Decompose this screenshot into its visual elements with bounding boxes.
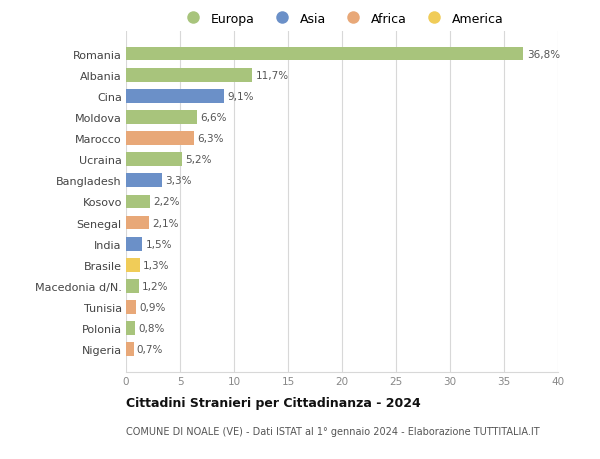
- Bar: [126, 301, 136, 314]
- Bar: [126, 237, 142, 251]
- Bar: [126, 195, 150, 209]
- Text: 1,2%: 1,2%: [142, 281, 169, 291]
- Text: 6,3%: 6,3%: [197, 134, 224, 144]
- Bar: [126, 69, 253, 82]
- Text: 1,5%: 1,5%: [145, 239, 172, 249]
- Bar: [126, 258, 140, 272]
- Text: 3,3%: 3,3%: [165, 176, 191, 186]
- Text: Cittadini Stranieri per Cittadinanza - 2024: Cittadini Stranieri per Cittadinanza - 2…: [126, 396, 421, 409]
- Bar: [126, 343, 134, 356]
- Bar: [126, 280, 139, 293]
- Text: 0,7%: 0,7%: [137, 345, 163, 354]
- Bar: [126, 174, 161, 188]
- Bar: [126, 111, 197, 124]
- Bar: [126, 216, 149, 230]
- Bar: [126, 90, 224, 103]
- Bar: [126, 132, 194, 146]
- Text: 2,1%: 2,1%: [152, 218, 178, 228]
- Text: 6,6%: 6,6%: [200, 112, 227, 123]
- Text: COMUNE DI NOALE (VE) - Dati ISTAT al 1° gennaio 2024 - Elaborazione TUTTITALIA.I: COMUNE DI NOALE (VE) - Dati ISTAT al 1° …: [126, 426, 539, 436]
- Text: 36,8%: 36,8%: [527, 50, 560, 59]
- Bar: [126, 322, 134, 335]
- Text: 5,2%: 5,2%: [185, 155, 212, 165]
- Text: 0,8%: 0,8%: [138, 324, 164, 333]
- Text: 1,3%: 1,3%: [143, 260, 170, 270]
- Legend: Europa, Asia, Africa, America: Europa, Asia, Africa, America: [176, 8, 508, 31]
- Bar: [126, 153, 182, 167]
- Text: 11,7%: 11,7%: [256, 71, 289, 80]
- Bar: [126, 48, 523, 61]
- Text: 0,9%: 0,9%: [139, 302, 166, 312]
- Text: 9,1%: 9,1%: [227, 92, 254, 101]
- Text: 2,2%: 2,2%: [153, 197, 179, 207]
